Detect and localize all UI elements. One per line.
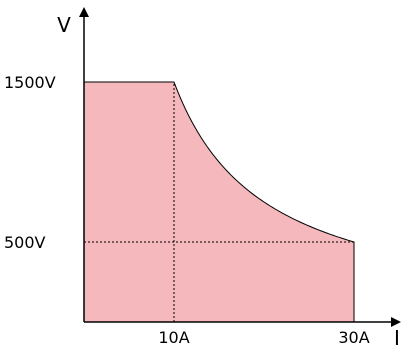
x-tick-label-10a: 10A bbox=[158, 328, 189, 347]
x-axis-label: I bbox=[394, 326, 400, 350]
y-axis-label: V bbox=[57, 13, 71, 37]
operating-area bbox=[84, 82, 354, 322]
x-tick-label-30a: 30A bbox=[338, 328, 369, 347]
power-curve-line bbox=[84, 81, 355, 322]
y-tick-label-1500v: 1500V bbox=[4, 73, 56, 92]
y-tick-label-500v: 500V bbox=[4, 233, 46, 252]
